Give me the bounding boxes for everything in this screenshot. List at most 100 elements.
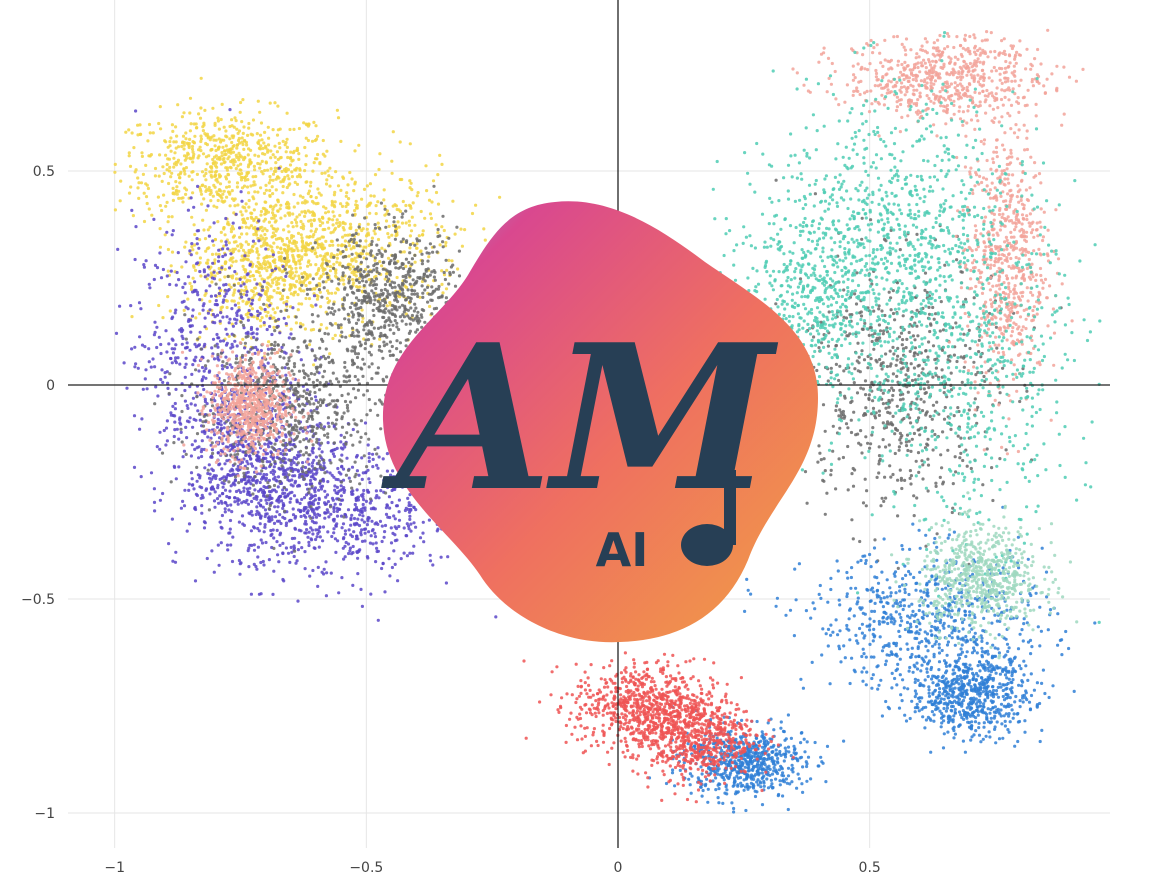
- data-point: [381, 356, 385, 360]
- data-point: [343, 222, 347, 226]
- data-point: [211, 106, 215, 110]
- data-point: [172, 156, 176, 160]
- data-point: [168, 165, 172, 169]
- data-point: [326, 355, 331, 359]
- data-point: [371, 308, 375, 312]
- data-point: [392, 549, 396, 553]
- data-point: [230, 559, 235, 564]
- data-point: [362, 498, 366, 502]
- data-point: [217, 286, 221, 290]
- data-point: [293, 481, 297, 485]
- data-point: [364, 245, 368, 249]
- data-point: [203, 237, 208, 241]
- data-point: [339, 326, 343, 330]
- data-point: [292, 365, 297, 369]
- data-point: [339, 480, 344, 484]
- data-point: [373, 522, 377, 526]
- data-point: [305, 242, 309, 247]
- data-point: [232, 299, 236, 303]
- data-point: [229, 230, 233, 234]
- data-point: [214, 282, 218, 286]
- data-point: [388, 574, 392, 578]
- data-point: [311, 446, 315, 450]
- data-point: [159, 276, 164, 280]
- data-point: [285, 256, 289, 260]
- data-point: [334, 422, 338, 426]
- data-point: [237, 129, 242, 133]
- data-point: [193, 288, 197, 292]
- data-point: [271, 128, 275, 132]
- data-point: [278, 531, 283, 535]
- data-point: [216, 198, 220, 203]
- data-point: [302, 438, 306, 442]
- data-point: [224, 175, 228, 179]
- data-point: [185, 341, 189, 345]
- data-point: [267, 519, 271, 523]
- data-point: [339, 139, 343, 143]
- data-point: [408, 251, 412, 255]
- data-point: [262, 485, 266, 489]
- data-points: [113, 28, 1102, 814]
- data-point: [237, 308, 241, 312]
- data-point: [187, 482, 191, 486]
- data-point: [134, 225, 138, 229]
- data-point: [167, 169, 171, 173]
- data-point: [220, 467, 224, 471]
- data-point: [210, 170, 214, 174]
- data-point: [357, 280, 361, 284]
- data-point: [267, 181, 271, 185]
- data-point: [303, 169, 307, 173]
- data-point: [283, 249, 287, 253]
- data-point: [184, 131, 188, 135]
- data-point: [304, 515, 308, 519]
- data-point: [183, 375, 187, 379]
- data-point: [498, 195, 502, 199]
- data-point: [170, 337, 174, 341]
- data-point: [291, 225, 295, 229]
- data-point: [255, 509, 259, 513]
- data-point: [332, 517, 336, 522]
- data-point: [278, 355, 282, 359]
- data-point: [304, 446, 308, 450]
- data-point: [234, 277, 239, 281]
- data-point: [236, 131, 240, 135]
- data-point: [363, 341, 368, 346]
- data-point: [326, 416, 330, 420]
- data-point: [310, 199, 315, 204]
- data-point: [273, 340, 277, 344]
- data-point: [316, 242, 320, 246]
- data-point: [315, 440, 319, 444]
- data-point: [172, 140, 176, 144]
- data-point: [318, 223, 322, 228]
- data-point: [325, 326, 329, 330]
- data-point: [257, 529, 261, 533]
- data-point: [324, 211, 328, 215]
- data-point: [230, 189, 234, 193]
- data-point: [370, 519, 374, 523]
- data-point: [260, 170, 264, 174]
- data-point: [133, 345, 137, 349]
- data-point: [131, 214, 135, 218]
- data-point: [249, 529, 253, 533]
- data-point: [313, 230, 317, 234]
- data-point: [217, 248, 221, 252]
- data-point: [413, 253, 417, 257]
- data-point: [290, 170, 294, 174]
- data-point: [158, 447, 162, 451]
- data-point: [385, 375, 389, 379]
- data-point: [275, 528, 279, 533]
- data-point: [383, 249, 388, 253]
- data-point: [303, 199, 307, 203]
- data-point: [284, 373, 288, 377]
- data-point: [156, 195, 160, 199]
- data-point: [247, 121, 251, 126]
- data-point: [250, 346, 254, 350]
- data-point: [318, 454, 322, 458]
- data-point: [354, 199, 358, 203]
- data-point: [290, 490, 294, 494]
- data-point: [192, 152, 196, 156]
- data-point: [184, 356, 188, 360]
- data-point: [127, 128, 131, 132]
- data-point: [306, 535, 310, 539]
- data-point: [368, 408, 372, 412]
